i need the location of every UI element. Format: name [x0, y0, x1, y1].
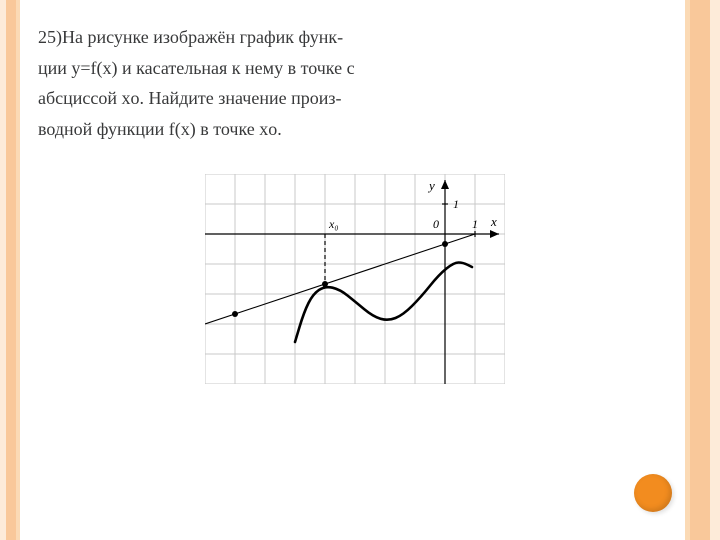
svg-text:0: 0 — [433, 217, 439, 231]
decor-stripe — [710, 0, 720, 540]
svg-text:x₀: x₀ — [328, 217, 339, 231]
svg-text:x: x — [490, 214, 497, 229]
decor-circle-icon — [634, 474, 672, 512]
decor-stripe — [690, 0, 710, 540]
decor-stripe — [6, 0, 16, 540]
slide-content: 25)На рисунке изображён график функ- ции… — [38, 22, 672, 384]
decor-stripe — [685, 0, 690, 540]
problem-text: 25)На рисунке изображён график функ- ции… — [38, 22, 672, 144]
text-line: 25)На рисунке изображён график функ- — [38, 22, 672, 53]
text-line: водной функции f(x) в точке xо. — [38, 114, 672, 145]
svg-text:1: 1 — [453, 197, 459, 211]
function-graph: 110xyx₀ — [205, 174, 505, 384]
svg-text:y: y — [427, 178, 435, 193]
text-line: ции y=f(x) и касательная к нему в точке … — [38, 53, 672, 84]
svg-text:1: 1 — [472, 217, 478, 231]
decor-stripe — [16, 0, 20, 540]
chart-container: 110xyx₀ — [38, 174, 672, 384]
text-line: абсциссой xо. Найдите значение произ- — [38, 83, 672, 114]
